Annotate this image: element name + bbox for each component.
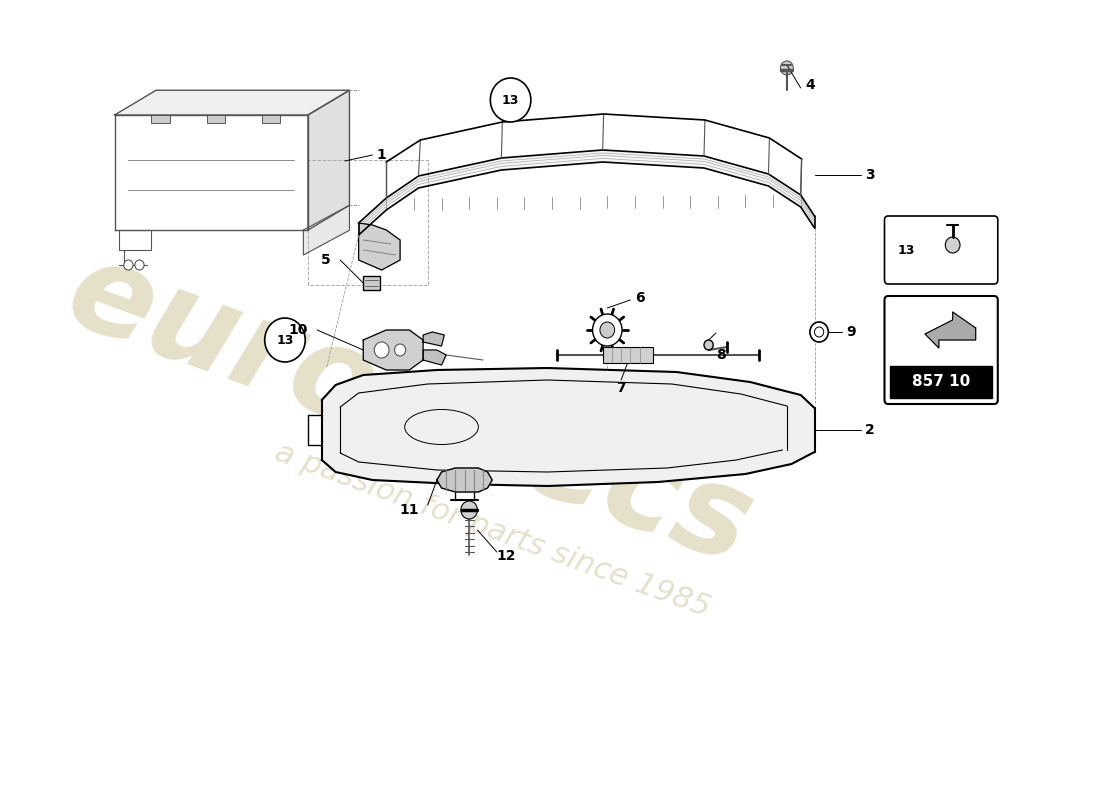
Circle shape <box>945 237 960 253</box>
Text: 7: 7 <box>616 381 626 395</box>
Circle shape <box>704 340 713 350</box>
Text: 10: 10 <box>288 323 308 337</box>
Text: 4: 4 <box>805 78 815 92</box>
Polygon shape <box>424 332 444 346</box>
Bar <box>890 366 992 398</box>
Text: 8: 8 <box>716 348 725 362</box>
Bar <box>152 115 169 123</box>
Text: a passion for parts since 1985: a passion for parts since 1985 <box>271 438 714 622</box>
Polygon shape <box>424 350 447 365</box>
Polygon shape <box>308 90 350 230</box>
Circle shape <box>780 61 793 75</box>
Polygon shape <box>322 368 814 486</box>
Circle shape <box>374 342 389 358</box>
Polygon shape <box>359 223 400 270</box>
Text: 11: 11 <box>399 503 418 517</box>
Bar <box>603 347 653 363</box>
Text: 5: 5 <box>321 253 331 267</box>
Polygon shape <box>363 330 424 370</box>
Text: 857 10: 857 10 <box>912 374 970 390</box>
Bar <box>363 276 379 290</box>
Bar <box>207 115 226 123</box>
Polygon shape <box>114 90 350 115</box>
Circle shape <box>593 314 622 346</box>
Text: 3: 3 <box>865 168 874 182</box>
Polygon shape <box>437 468 492 492</box>
Circle shape <box>265 318 305 362</box>
Bar <box>262 115 280 123</box>
Text: 9: 9 <box>847 325 856 339</box>
Text: 12: 12 <box>496 549 516 563</box>
FancyBboxPatch shape <box>884 296 998 404</box>
Circle shape <box>135 260 144 270</box>
FancyBboxPatch shape <box>884 216 998 284</box>
Circle shape <box>810 322 828 342</box>
Text: 1: 1 <box>377 148 386 162</box>
Polygon shape <box>304 206 350 255</box>
Text: 13: 13 <box>502 94 519 106</box>
Circle shape <box>124 260 133 270</box>
Polygon shape <box>925 312 976 348</box>
Circle shape <box>461 501 477 519</box>
Text: eurospecs: eurospecs <box>51 230 768 590</box>
Text: 2: 2 <box>865 423 874 437</box>
Circle shape <box>600 322 615 338</box>
Circle shape <box>491 78 531 122</box>
Circle shape <box>395 344 406 356</box>
Circle shape <box>814 327 824 337</box>
Text: 13: 13 <box>898 243 915 257</box>
Text: 6: 6 <box>635 291 645 305</box>
Polygon shape <box>359 150 814 235</box>
Text: 13: 13 <box>276 334 294 346</box>
